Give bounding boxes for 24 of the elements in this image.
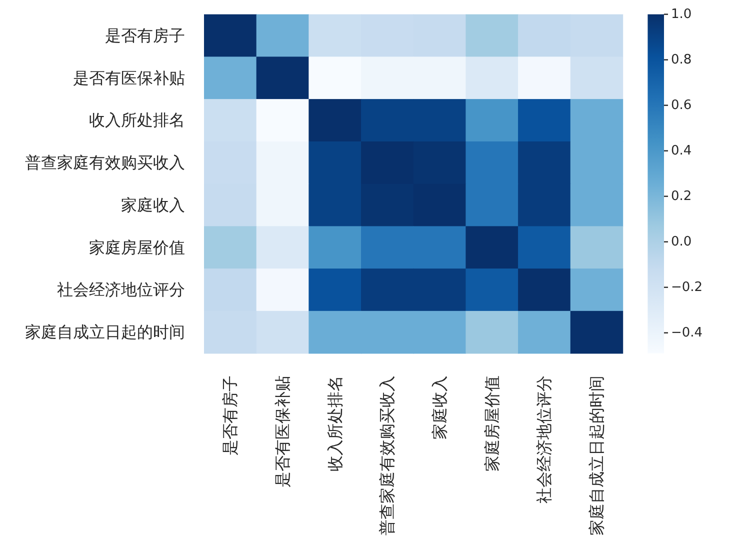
color-bar-label: 0.6: [671, 98, 692, 113]
y-tick-label: 是否有房子: [105, 26, 185, 45]
x-tick-label: 普查家庭有效购买收入: [378, 375, 397, 536]
x-tick-label: 家庭自成立日起的时间: [587, 375, 606, 536]
x-tick-label: 家庭收入: [430, 375, 450, 440]
y-tick-label: 是否有医保补贴: [73, 68, 185, 88]
color-bar-label: 0.2: [671, 188, 692, 204]
x-tick-label: 收入所处排名: [325, 375, 344, 472]
color-bar-label: 0.4: [671, 143, 692, 158]
y-tick-label: 社会经济地位评分: [57, 280, 185, 300]
color-bar-label: −0.2: [671, 280, 703, 295]
y-tick-label: 家庭房屋价值: [89, 238, 185, 257]
color-bar-label: 1.0: [671, 6, 692, 22]
x-tick-label: 社会经济地位评分: [534, 375, 554, 504]
color-bar-label: −0.4: [671, 325, 703, 340]
y-tick-label: 家庭自成立日起的时间: [25, 322, 185, 342]
x-tick-label: 是否有房子: [220, 375, 240, 456]
x-tick-label: 家庭房屋价值: [482, 375, 502, 472]
y-tick-label: 收入所处排名: [89, 110, 185, 130]
y-tick-label: 家庭收入: [121, 195, 185, 214]
x-tick-label: 是否有医保补贴: [273, 375, 292, 488]
color-bar-label: 0.0: [671, 234, 692, 250]
y-tick-label: 普查家庭有效购买收入: [25, 153, 185, 172]
color-bar-label: 0.8: [671, 52, 692, 68]
